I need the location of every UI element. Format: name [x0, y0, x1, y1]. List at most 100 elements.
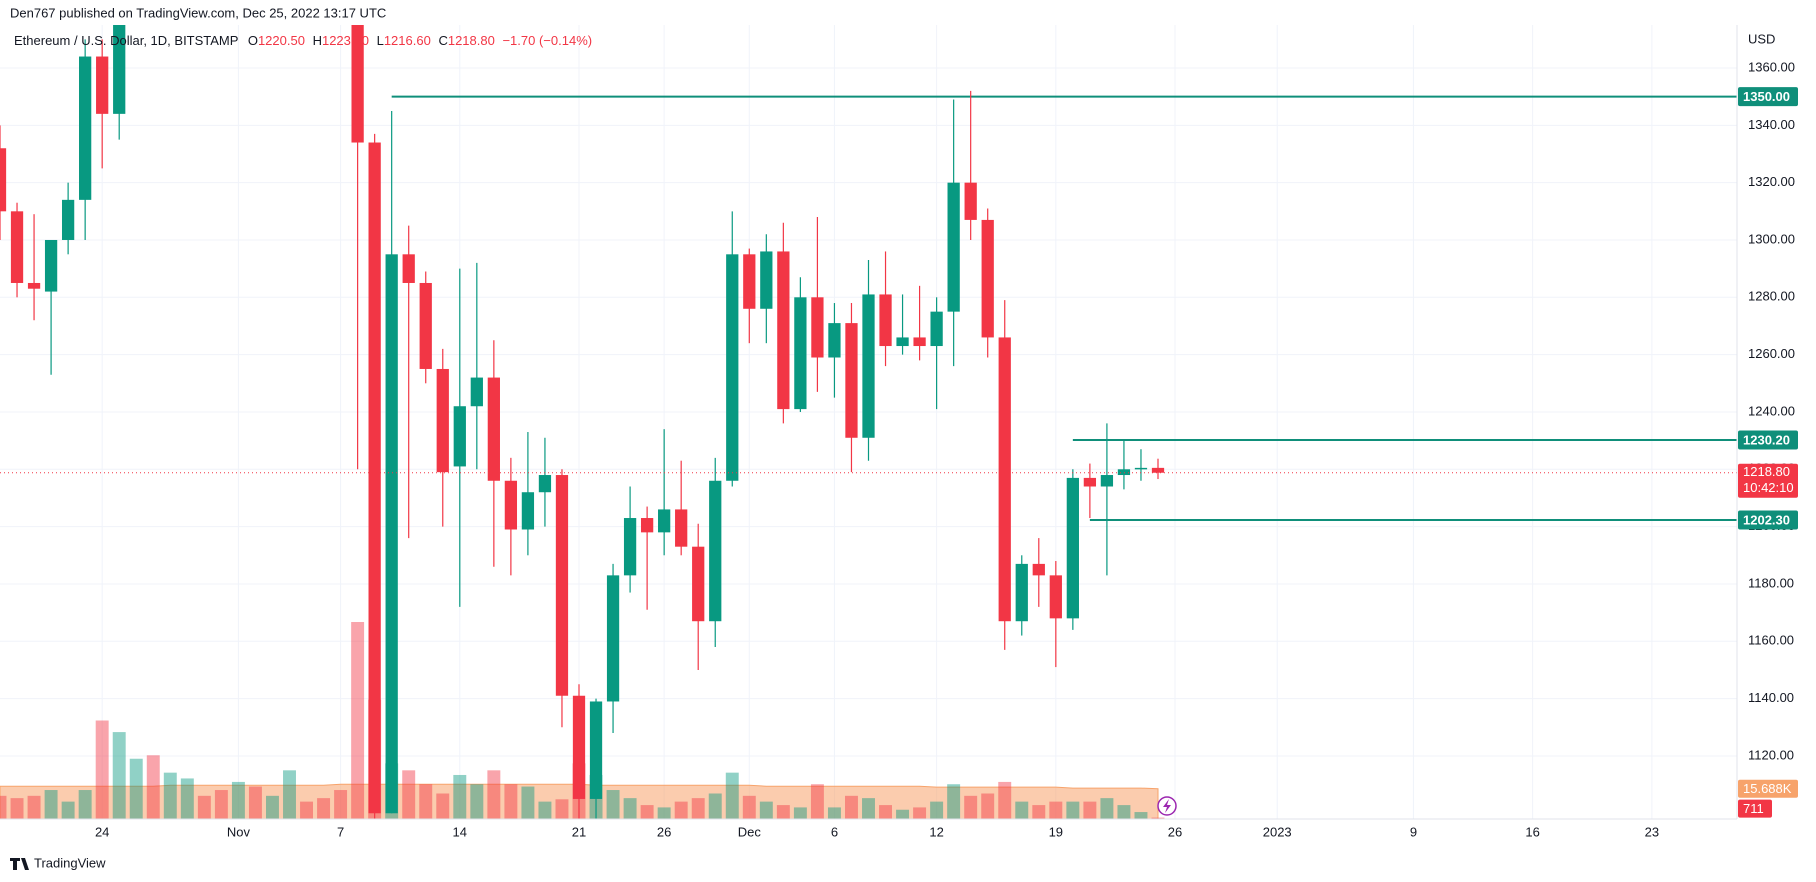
volume-bar	[44, 790, 58, 819]
last-price-box	[1738, 463, 1798, 498]
volume-bar	[862, 798, 875, 819]
candle-body	[10, 211, 24, 283]
y-tick-label: 1120.00	[1748, 747, 1794, 762]
legend-key: L	[377, 33, 384, 48]
candle-body	[760, 251, 773, 309]
candle-body	[845, 323, 858, 438]
candle-body	[1134, 467, 1148, 470]
volume-bar	[95, 720, 109, 819]
volume-bar	[1032, 805, 1046, 819]
level-label-box	[1738, 87, 1798, 107]
volume-bar	[657, 807, 671, 819]
legend-value: 1218.80	[448, 33, 495, 48]
volume-label: 711	[1743, 801, 1764, 816]
volume-bar	[606, 790, 620, 819]
x-tick-label: 21	[572, 824, 586, 839]
legend-value: 1216.60	[384, 33, 431, 48]
volume-bar	[964, 795, 978, 819]
candle-body	[44, 239, 58, 292]
candle-body	[794, 297, 807, 410]
volume-bar	[1049, 801, 1063, 819]
x-tick-label: 7	[337, 824, 344, 839]
volume-bar	[674, 801, 688, 819]
x-tick-label: 19	[1049, 824, 1063, 839]
volume-bar	[1083, 801, 1097, 819]
volume-bar	[947, 784, 961, 819]
volume-bar	[913, 807, 927, 819]
volume-bar	[334, 790, 348, 819]
candle-body	[828, 323, 841, 358]
candle-body	[385, 254, 398, 814]
candle-body	[811, 297, 824, 358]
volume-bar	[1151, 817, 1165, 819]
volume-ma-label: 15.688K	[1743, 781, 1792, 796]
candle-body	[1083, 477, 1097, 487]
candle-body	[675, 509, 688, 547]
candle-body	[981, 219, 994, 338]
volume-bar	[146, 755, 160, 819]
candle-body	[521, 492, 535, 530]
last-price-label: 1218.80	[1743, 464, 1790, 479]
volume-bar	[231, 781, 245, 819]
y-tick-label: 1140.00	[1748, 690, 1794, 705]
volume-bar	[419, 784, 433, 819]
candle-body	[402, 254, 415, 283]
legend-value: 1220.50	[258, 33, 305, 48]
candle-body	[623, 518, 637, 576]
publish-note: Den767 published on TradingView.com, Dec…	[10, 5, 386, 20]
x-tick-label: 26	[1168, 824, 1182, 839]
legend-value: 1223.70	[322, 33, 369, 48]
volume-bar	[300, 801, 314, 819]
x-tick-label: Nov	[227, 824, 251, 839]
volume-ma-box	[1738, 779, 1798, 798]
x-tick-label: 9	[1410, 824, 1417, 839]
volume-bar	[810, 784, 824, 819]
volume-bar	[180, 778, 194, 819]
volume-bar	[317, 798, 331, 819]
candle-body	[743, 254, 756, 309]
volume-bar	[1066, 801, 1080, 819]
candle-body	[0, 148, 7, 212]
y-tick-label: 1300.00	[1748, 231, 1795, 246]
legend-key: C	[438, 33, 447, 48]
volume-bar	[0, 795, 7, 819]
volume-bar	[163, 772, 177, 819]
volume-bar	[555, 799, 569, 819]
volume-bar	[248, 786, 262, 819]
legend-key: O	[248, 33, 258, 48]
level-label-box	[1738, 510, 1798, 530]
candle-body	[555, 475, 569, 696]
volume-bar	[930, 801, 944, 819]
volume-bar	[759, 801, 773, 819]
volume-bar	[112, 732, 126, 819]
candle-body	[913, 337, 926, 347]
candle-body	[1117, 469, 1131, 476]
y-tick-label: 1320.00	[1748, 174, 1795, 189]
y-tick-label: 1360.00	[1748, 59, 1795, 74]
candle-body	[709, 480, 722, 622]
candle-body	[879, 294, 892, 347]
level-label: 1202.30	[1743, 512, 1790, 527]
y-tick-label: 1180.00	[1748, 575, 1794, 590]
candle-body	[27, 282, 41, 289]
x-tick-label: Dec	[738, 824, 762, 839]
volume-bar	[981, 793, 995, 819]
volume-bar	[742, 795, 756, 819]
x-tick-label: 12	[929, 824, 943, 839]
candle-body	[504, 480, 518, 530]
volume-bar	[10, 798, 24, 819]
lightning-icon	[1157, 796, 1177, 816]
volume-bar	[708, 793, 722, 819]
legend-change: −1.70 (−0.14%)	[502, 33, 592, 48]
candle-body	[640, 518, 654, 533]
x-tick-label: 6	[831, 824, 838, 839]
volume-bar	[265, 795, 279, 819]
volume-bar	[623, 798, 637, 819]
volume-bar	[844, 795, 858, 819]
y-tick-label: 1280.00	[1748, 289, 1795, 304]
candle-body	[79, 56, 92, 200]
candle-body	[896, 337, 909, 347]
volume-bar	[998, 781, 1012, 819]
candle-body	[1049, 575, 1062, 619]
